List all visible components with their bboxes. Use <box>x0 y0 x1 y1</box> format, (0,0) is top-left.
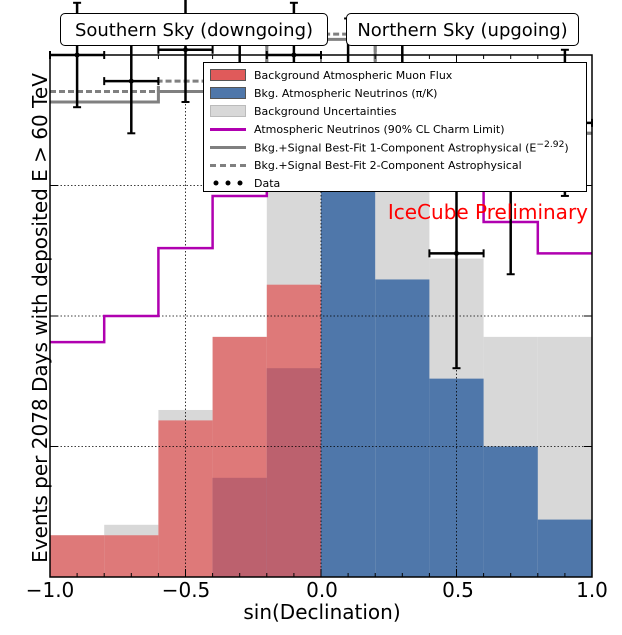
southern-sky-label: Southern Sky (downgoing) <box>60 13 328 46</box>
legend-item: Bkg.+Signal Best-Fit 2-Component Astroph… <box>210 156 580 174</box>
legend-item: Background Uncertainties <box>210 102 580 120</box>
data-point <box>128 78 134 84</box>
muon-flux-bar <box>158 420 213 577</box>
muon-flux-bar <box>104 535 159 577</box>
muon-flux-bar <box>50 535 105 577</box>
legend-label: Background Atmospheric Muon Flux <box>254 68 453 82</box>
histogram-fills <box>50 133 592 578</box>
data-point <box>454 250 459 256</box>
x-tick-label: −1.0 <box>25 578 75 602</box>
legend-swatch-muon <box>210 69 246 81</box>
legend-swatch-neutrinos <box>210 87 246 99</box>
legend-swatch-uncertainty <box>210 105 246 117</box>
legend-label: Atmospheric Neutrinos (90% CL Charm Limi… <box>254 122 505 136</box>
x-axis-label: sin(Declination) <box>243 600 401 624</box>
x-tick-label: 1.0 <box>576 578 608 602</box>
legend-exponent: −2.92 <box>536 139 565 151</box>
legend-marker-data <box>210 177 246 189</box>
y-axis-label: Events per 2078 Days with deposited E > … <box>28 73 52 563</box>
legend-line-two-component <box>210 163 246 167</box>
legend: Background Atmospheric Muon Flux Bkg. At… <box>203 62 587 192</box>
legend-label: Data <box>254 176 281 190</box>
legend-item: Bkg.+Signal Best-Fit 1-Component Astroph… <box>210 138 580 156</box>
data-point <box>183 47 188 53</box>
legend-line-one-component <box>210 145 246 149</box>
neutrino-flux-bar <box>321 190 376 577</box>
legend-item: Data <box>210 174 580 192</box>
preliminary-annotation: IceCube Preliminary <box>387 200 588 224</box>
legend-line-charm <box>210 127 246 131</box>
x-tick-label: 0.5 <box>442 578 474 602</box>
legend-item: Atmospheric Neutrinos (90% CL Charm Limi… <box>210 120 580 138</box>
x-tick-label: −0.5 <box>161 578 211 602</box>
x-tick-label: 0.0 <box>306 578 338 602</box>
muon-flux-bar <box>212 336 267 577</box>
muon-flux-bar <box>266 284 321 577</box>
northern-sky-label: Northern Sky (upgoing) <box>346 13 579 46</box>
legend-label: Bkg.+Signal Best-Fit 2-Component Astroph… <box>254 158 522 172</box>
legend-item: Background Atmospheric Muon Flux <box>210 66 580 84</box>
legend-label: Bkg. Atmospheric Neutrinos (π/K) <box>254 86 438 100</box>
neutrino-flux-bar <box>483 446 538 577</box>
legend-label: Background Uncertainties <box>254 104 397 118</box>
legend-label: Bkg.+Signal Best-Fit 1-Component Astroph… <box>254 139 569 155</box>
neutrino-flux-bar <box>375 279 430 577</box>
legend-item: Bkg. Atmospheric Neutrinos (π/K) <box>210 84 580 102</box>
neutrino-flux-bar <box>429 378 484 577</box>
axis-ticks <box>49 55 593 577</box>
neutrino-flux-bar <box>537 519 592 577</box>
